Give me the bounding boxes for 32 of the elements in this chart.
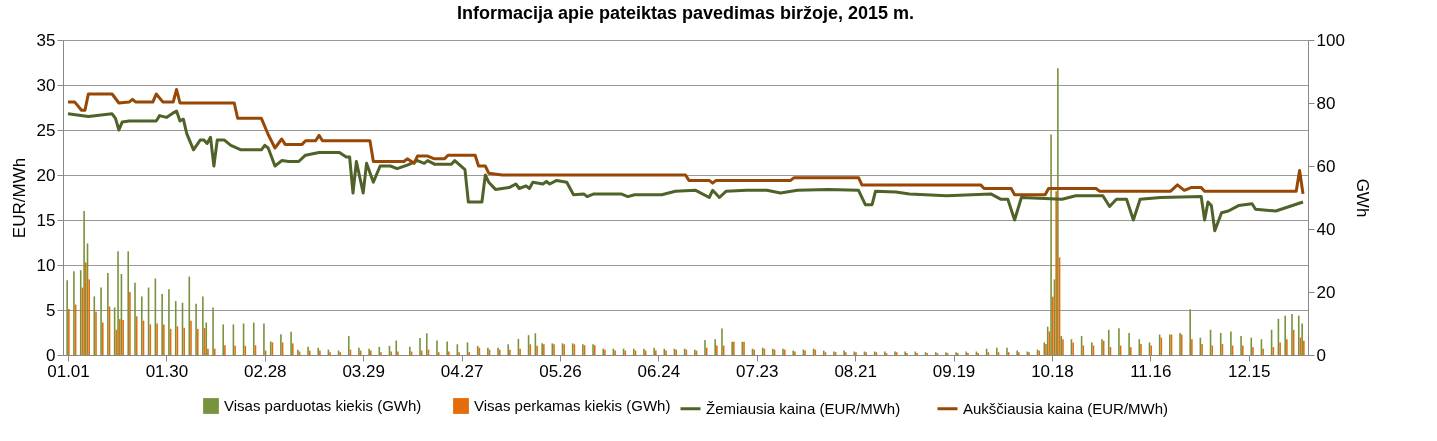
legend-label: Visas parduotas kiekis (GWh): [224, 397, 422, 414]
y-tick-label: 35: [36, 30, 56, 50]
y-tick-label: 10: [36, 255, 56, 275]
y2-tick-label: 80: [1316, 93, 1336, 113]
x-tick-label: 08.21: [834, 361, 877, 381]
chart-title: Informacija apie pateiktas pavedimas biržoje, 2015 m.: [456, 3, 915, 23]
y-tick-label: 15: [36, 210, 56, 230]
y2-tick-label: 100: [1316, 30, 1345, 50]
y2-tick-label: 40: [1316, 219, 1336, 239]
legend-label: Visas perkamas kiekis (GWh): [474, 397, 671, 414]
y-tick-label: 30: [36, 75, 56, 95]
y2-tick-label: 60: [1316, 156, 1336, 176]
x-tick-label: 11.16: [1130, 361, 1172, 381]
x-tick-label: 10.18: [1031, 361, 1074, 381]
x-tick-label: 02.28: [244, 361, 287, 381]
y2-tick-label: 20: [1316, 282, 1336, 302]
x-tick-label: 06.24: [637, 361, 681, 381]
y2-axis-title: GWh: [1352, 178, 1372, 218]
legend-label: Žemiausia kaina (EUR/MWh): [706, 399, 901, 417]
x-tick-label: 01.30: [145, 361, 189, 381]
x-tick-label: 05.26: [539, 361, 582, 381]
x-tick-label: 04.27: [440, 361, 484, 381]
y-axis-title: EUR/MWh: [9, 157, 29, 239]
y-tick-label: 20: [36, 165, 56, 185]
y-tick-label: 25: [36, 120, 56, 140]
x-tick-label: 03.29: [342, 361, 385, 381]
y-tick-label: 5: [46, 300, 56, 320]
x-tick-label: 09.19: [932, 361, 976, 381]
x-tick-label: 07.23: [735, 361, 779, 381]
y2-tick-label: 0: [1316, 345, 1326, 365]
x-tick-label: 12.15: [1227, 361, 1271, 381]
legend-label: Aukščiausia kaina (EUR/MWh): [963, 399, 1169, 417]
